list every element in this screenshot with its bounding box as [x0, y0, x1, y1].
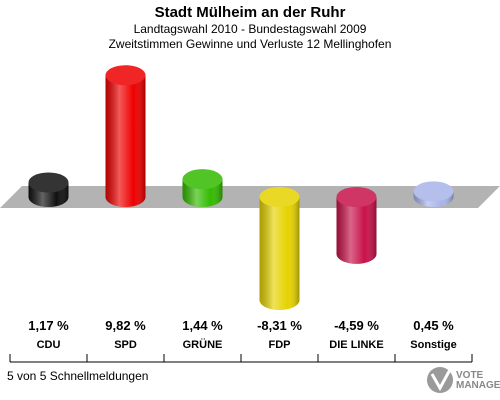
chart-title: Stadt Mülheim an der Ruhr [154, 4, 346, 21]
bar-top-light [413, 181, 454, 202]
value-label: 9,82 % [105, 318, 146, 333]
value-label: -4,59 % [334, 318, 379, 333]
bar-top-light [105, 65, 146, 86]
bar-top [105, 65, 146, 86]
bar-top [182, 169, 223, 190]
bar-top-light [28, 172, 69, 193]
bar [28, 172, 69, 207]
bar-body-shade [105, 75, 146, 197]
x-tick-label: FDP [268, 339, 291, 351]
x-tick-label: Sonstige [410, 339, 457, 351]
logo-icon [427, 365, 454, 393]
chart-subtitle: Landtagswahl 2010 - Bundestagswahl 2009 [133, 22, 367, 36]
bar-top [336, 187, 377, 207]
bar-top-light [259, 187, 300, 207]
logo: VOTE MANAGER [456, 370, 500, 391]
bar-top-light [336, 187, 377, 207]
bar [105, 65, 146, 207]
bar-top [413, 181, 454, 202]
bar [259, 187, 300, 311]
bar-body-shade [259, 197, 300, 301]
value-label: -8,31 % [257, 318, 302, 333]
value-label: 1,44 % [182, 318, 223, 333]
bar [336, 187, 377, 264]
chart-subtitle: Zweitstimmen Gewinne und Verluste 12 Mel… [108, 37, 392, 51]
footer: 5 von 5 Schnellmeldungen [7, 369, 149, 383]
value-label: 0,45 % [413, 318, 454, 333]
x-tick-label: CDU [36, 339, 61, 351]
x-tick-label: GRÜNE [182, 339, 223, 351]
bar [413, 181, 454, 207]
bar-top-light [182, 169, 223, 190]
bar [182, 169, 223, 207]
bar-top [28, 172, 69, 193]
value-label: 1,17 % [28, 318, 69, 333]
bar-top [259, 187, 300, 207]
x-tick-label: DIE LINKE [329, 339, 384, 351]
x-tick-label: SPD [114, 339, 137, 351]
